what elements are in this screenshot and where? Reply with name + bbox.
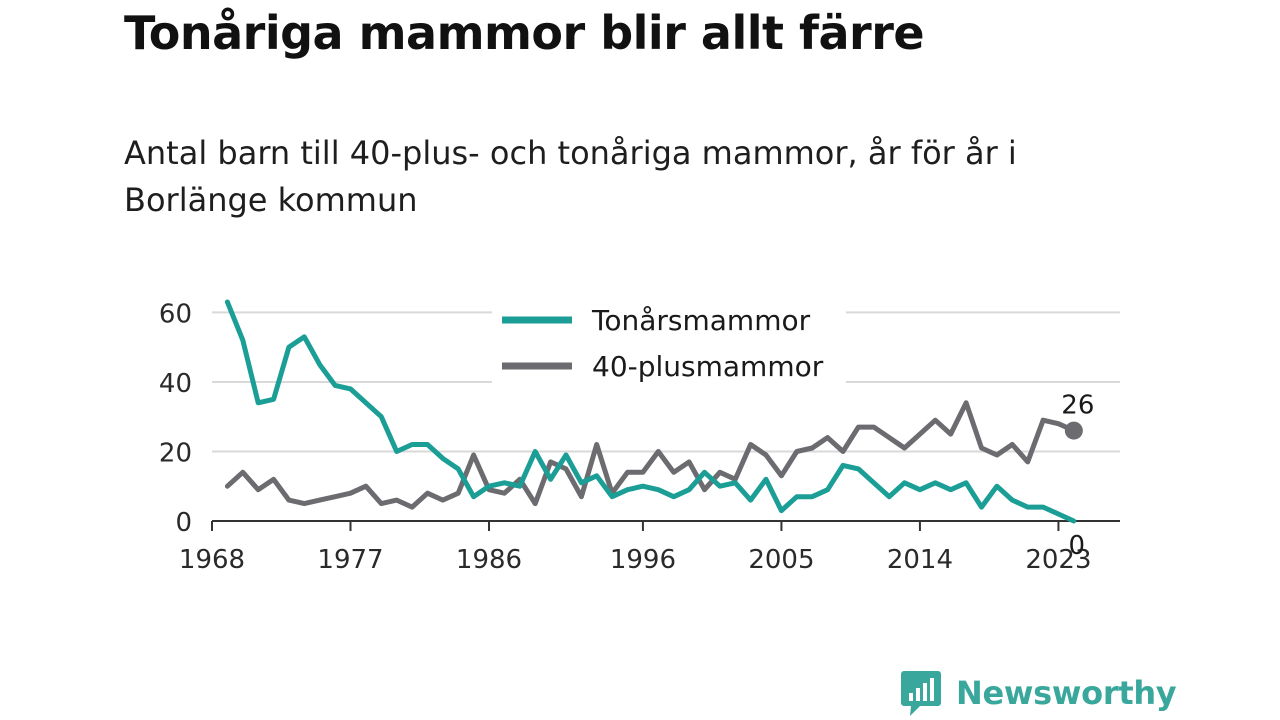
y-tick-label: 20 [159, 438, 192, 468]
x-tick-label: 2014 [887, 545, 953, 575]
legend-label: 40-plusmammor [592, 350, 824, 383]
legend: Tonårsmammor 40-plusmammor [492, 296, 846, 388]
y-tick-label: 0 [175, 508, 192, 538]
chart-bubble-icon [901, 671, 941, 716]
chart-subtitle: Antal barn till 40-plus- och tonåriga ma… [124, 134, 1017, 219]
y-axis: 0 20 40 60 [159, 299, 192, 538]
x-tick-labels: 1968 1977 1986 1996 2005 2014 2023 [179, 545, 1092, 575]
end-labels: 26 0 [1061, 391, 1094, 561]
x-tick-label: 1968 [179, 545, 245, 575]
series-lines [224, 299, 1077, 524]
end-point-marker [1064, 421, 1083, 440]
chart-title: Tonåriga mammor blir allt färre [124, 6, 925, 60]
y-tick-label: 40 [159, 369, 192, 399]
series-line-40-plusmammor [224, 400, 1077, 510]
x-tick-label: 1977 [317, 545, 383, 575]
end-label-tonarsmammor: 0 [1069, 531, 1086, 561]
x-tick-label: 2023 [1025, 545, 1091, 575]
legend-label: Tonårsmammor [591, 304, 811, 337]
newsworthy-logo: Newsworthy [900, 668, 1177, 718]
y-tick-label: 60 [159, 299, 192, 329]
x-axis [211, 520, 1120, 531]
x-tick-label: 1986 [456, 545, 522, 575]
x-tick-label: 1996 [610, 545, 676, 575]
series-line-tonarsmammor [224, 299, 1077, 524]
x-tick-label: 2005 [748, 545, 814, 575]
brand-name: Newsworthy [956, 674, 1177, 712]
legend-box [492, 296, 846, 388]
end-label-40-plusmammor: 26 [1061, 391, 1094, 421]
